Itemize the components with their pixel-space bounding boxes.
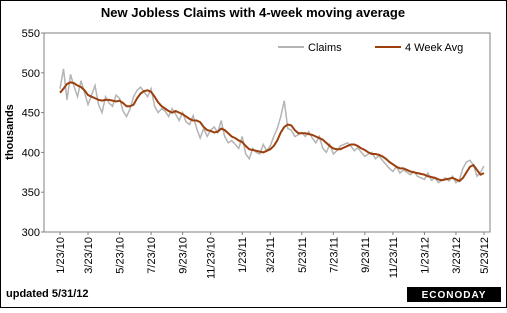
legend-label: 4 Week Avg xyxy=(405,42,463,54)
logo-box xyxy=(407,287,501,302)
y-tick-label: 300 xyxy=(22,227,40,239)
x-tick-label: 7/23/10 xyxy=(146,237,158,274)
x-tick-label: 3/23/10 xyxy=(83,237,95,274)
x-tick-label: 1/23/12 xyxy=(419,237,431,274)
y-tick-label: 500 xyxy=(22,68,40,80)
y-tick-label: 550 xyxy=(22,28,40,40)
x-tick-label: 1/23/10 xyxy=(55,237,67,274)
x-tick-label: 11/23/11 xyxy=(388,237,400,278)
footnote: updated 5/31/12 xyxy=(6,288,89,300)
x-tick-label: 5/23/11 xyxy=(297,237,309,273)
logo: ECONODAY xyxy=(422,290,487,301)
x-tick-label: 3/23/12 xyxy=(451,237,463,274)
chart-title: New Jobless Claims with 4-week moving av… xyxy=(101,5,405,20)
x-tick-label: 9/23/11 xyxy=(360,237,372,273)
x-tick-label: 5/23/10 xyxy=(115,237,127,274)
x-tick-label: 7/23/11 xyxy=(328,237,340,273)
y-axis-label: thousands xyxy=(4,104,16,160)
legend-label: Claims xyxy=(308,42,342,54)
x-tick-label: 1/23/11 xyxy=(237,237,249,273)
plot-area xyxy=(43,32,491,233)
x-tick-label: 9/23/10 xyxy=(178,237,190,274)
y-tick-label: 350 xyxy=(22,187,40,199)
x-tick-label: 11/23/10 xyxy=(206,237,218,279)
y-tick-label: 400 xyxy=(22,147,40,159)
x-tick-label: 5/23/12 xyxy=(479,237,491,274)
x-tick-label: 3/23/11 xyxy=(265,237,277,273)
series-line xyxy=(59,81,485,183)
y-tick-label: 450 xyxy=(22,108,40,120)
